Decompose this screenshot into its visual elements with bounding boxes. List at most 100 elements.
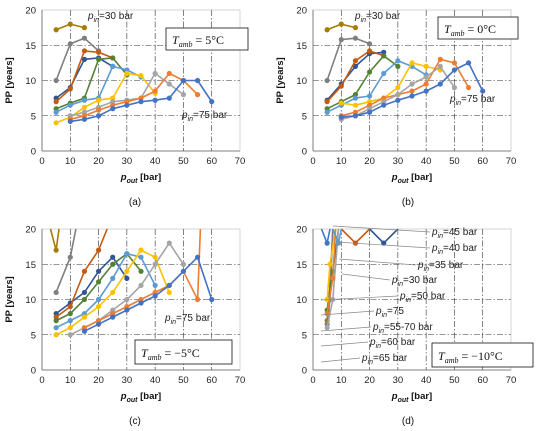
data-point: [67, 21, 73, 27]
data-point: [366, 109, 373, 115]
y-tick-label: 15: [296, 41, 307, 52]
data-point: [338, 100, 344, 106]
subcaption-a: (a): [129, 197, 141, 208]
data-point: [166, 240, 172, 246]
data-point: [409, 81, 415, 87]
data-point: [53, 247, 59, 253]
x-tick-label: 70: [235, 375, 246, 386]
x-tick-label: 50: [178, 375, 189, 386]
data-point: [366, 41, 373, 47]
data-point: [124, 275, 130, 281]
data-point: [338, 83, 344, 89]
data-point: [53, 99, 59, 105]
data-point: [95, 107, 102, 113]
y-tick-label: 0: [302, 147, 307, 158]
x-tick-label: 10: [336, 375, 347, 386]
y-tick-label: 5: [302, 111, 307, 122]
data-point: [67, 102, 73, 108]
data-point: [465, 84, 472, 91]
data-point: [352, 25, 359, 31]
annotation-leader: [341, 273, 391, 281]
data-point: [110, 106, 116, 112]
data-point: [324, 311, 330, 317]
y-tick-label: 10: [25, 295, 36, 306]
data-point: [437, 63, 443, 69]
data-point: [338, 21, 344, 27]
annotation-label: pin=30 bar: [391, 275, 438, 288]
data-point: [110, 289, 116, 296]
y-tick-label: 0: [302, 366, 307, 377]
series-line: [55, 37, 100, 81]
data-point: [67, 303, 73, 310]
chart-panel-b: 0 10 20 30 40 50 60 70 0 5 10 15 20 PP [years] pout [b…: [275, 6, 519, 185]
x-tick-label: 70: [506, 375, 517, 386]
annotation-leader: [320, 295, 399, 301]
data-point: [194, 92, 201, 98]
data-point: [352, 102, 359, 108]
data-point: [465, 60, 472, 66]
annotation-leader: [335, 241, 431, 249]
y-tick-label: 15: [25, 260, 36, 271]
annotation-label: pin=75 bar: [181, 110, 228, 123]
x-tick-label: 50: [449, 375, 460, 386]
series-line: [326, 37, 370, 81]
annotation-leader: [320, 357, 361, 363]
data-point: [352, 35, 359, 41]
series-line: [84, 228, 202, 329]
data-point: [110, 63, 116, 69]
annotation-label: pin=65 bar: [361, 353, 408, 366]
annotation-leader: [338, 258, 417, 266]
data-point: [352, 95, 359, 101]
data-point: [152, 293, 158, 299]
data-point: [81, 104, 88, 110]
data-point: [81, 116, 88, 122]
y-axis-label: PP [years]: [275, 57, 286, 103]
data-point: [152, 261, 158, 267]
x-tick-label: 50: [449, 156, 460, 167]
data-point: [67, 86, 73, 92]
data-point: [67, 325, 73, 331]
data-point: [451, 67, 458, 73]
x-axis-label: pout [bar]: [120, 172, 161, 185]
y-tick-label: 20: [25, 6, 36, 17]
tamb-label: Tamb = 5°C: [172, 33, 224, 49]
annotation-label: pin=35 bar: [417, 260, 464, 273]
data-point: [95, 296, 102, 303]
x-tick-label: 0: [39, 156, 44, 167]
x-tick-label: 30: [393, 156, 404, 167]
tamb-label: Tamb = 0°C: [444, 22, 496, 38]
data-point: [67, 118, 73, 124]
x-tick-label: 30: [122, 156, 133, 167]
y-tick-label: 15: [25, 41, 36, 52]
annotation-leader: [320, 310, 375, 316]
data-point: [152, 282, 158, 288]
data-point: [381, 53, 387, 59]
series-line: [84, 256, 213, 332]
data-point: [95, 113, 102, 119]
data-point: [81, 56, 88, 62]
y-tick-label: 5: [31, 111, 36, 122]
data-point: [138, 282, 144, 288]
data-point: [138, 99, 144, 105]
data-point: [124, 102, 130, 108]
data-point: [138, 254, 144, 260]
data-point: [423, 63, 429, 69]
data-point: [381, 240, 387, 246]
data-point: [81, 268, 88, 274]
data-point: [423, 74, 429, 80]
subcaption-c: (c): [129, 416, 141, 427]
x-axis-label: pout [bar]: [391, 172, 432, 185]
data-point: [95, 49, 102, 55]
x-tick-label: 40: [421, 375, 432, 386]
data-point: [451, 84, 458, 91]
y-tick-label: 0: [31, 147, 36, 158]
annotation-label: pin=60 bar: [369, 337, 416, 350]
tamb-label: Tamb = −5°C: [141, 346, 200, 362]
x-tick-label: 20: [364, 156, 375, 167]
series-line: [55, 256, 128, 315]
chart-panel-a: 0 10 20 30 40 50 60 70 0 5 10 15 20 PP [years] pout [b…: [4, 6, 249, 185]
data-point: [81, 25, 88, 31]
data-point: [53, 27, 59, 33]
data-point: [124, 296, 130, 303]
